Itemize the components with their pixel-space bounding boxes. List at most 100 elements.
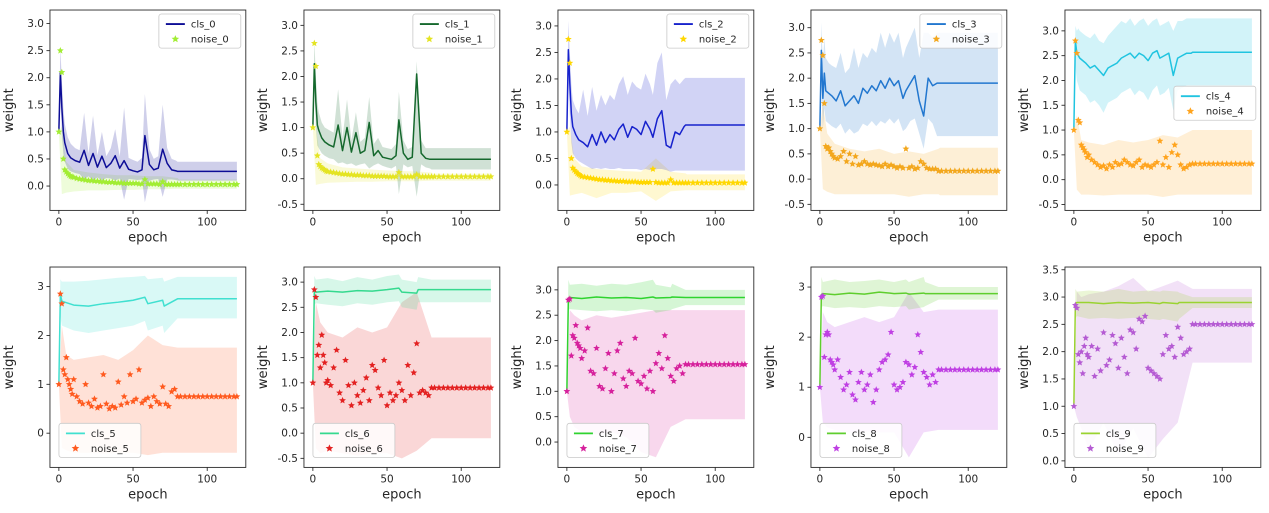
y-tick-label: 1.0 <box>281 377 298 389</box>
line-band <box>312 40 491 197</box>
legend-noise-label: noise_0 <box>191 35 229 46</box>
legend-noise-label: noise_3 <box>952 35 990 46</box>
y-tick-label: 3 <box>37 281 44 293</box>
x-tick-label: 100 <box>705 473 725 485</box>
y-tick-label: 0.5 <box>1042 149 1059 161</box>
cls-line <box>1073 40 1253 131</box>
y-tick-label: 0.5 <box>1042 428 1059 440</box>
x-tick-label: 50 <box>380 216 393 228</box>
line-band <box>566 279 745 392</box>
legend: cls_6 noise_6 <box>312 422 396 458</box>
y-tick-label: 1.5 <box>27 99 44 111</box>
y-tick-label: 0 <box>799 431 806 443</box>
y-tick-label: 2.0 <box>535 73 552 85</box>
x-axis-label: epoch <box>1143 230 1183 245</box>
y-tick-label: 2.5 <box>1042 50 1059 62</box>
legend: cls_4 noise_4 <box>1173 85 1257 121</box>
cls-line <box>58 71 237 173</box>
chart-canvas-cls_5: 0 1 2 3 0 50 100 epoch weight cls_5 noise_5 <box>2 266 247 502</box>
y-tick-label: 1.0 <box>535 126 552 138</box>
axes-spines <box>49 9 247 211</box>
x-axis-label: epoch <box>636 487 676 502</box>
y-tick-label: 0.0 <box>27 181 44 193</box>
y-tick-label: 2.5 <box>1042 318 1059 330</box>
legend-cls-label: cls_7 <box>599 428 624 439</box>
x-tick-label: 0 <box>309 473 316 485</box>
y-tick-label: 1.5 <box>1042 373 1059 385</box>
y-tick-label: 2.5 <box>281 45 298 57</box>
noise-band <box>58 126 237 195</box>
x-axis-label: epoch <box>890 487 930 502</box>
legend: cls_9 noise_9 <box>1073 422 1157 458</box>
legend: cls_0 noise_0 <box>158 13 242 49</box>
line-band <box>312 274 491 384</box>
noise-band <box>312 127 491 185</box>
plot-area <box>563 20 748 201</box>
y-tick-label: 2.0 <box>789 73 806 85</box>
y-tick-label: -0.5 <box>277 199 297 211</box>
y-tick-label: 1.0 <box>27 126 44 138</box>
chart-canvas-cls_0: 0.0 0.5 1.0 1.5 2.0 2.5 3.0 0 50 100 epoch weight cl… <box>2 9 247 245</box>
y-tick-label: 1.5 <box>1042 100 1059 112</box>
subplot-cls_0: 0.0 0.5 1.0 1.5 2.0 2.5 3.0 0 50 100 epoch weight cl… <box>0 0 254 257</box>
legend: cls_1 noise_1 <box>412 13 496 49</box>
x-axis-label: epoch <box>1143 487 1183 502</box>
subplot-cls_6: -0.5 0.0 0.5 1.0 1.5 2.0 2.5 3.0 0 50 100 epoch weig… <box>254 257 508 513</box>
noise-scatter <box>1070 301 1256 409</box>
y-tick-label: 2.5 <box>281 301 298 313</box>
x-tick-label: 100 <box>1212 473 1232 485</box>
plot-area <box>563 279 748 457</box>
subplot-cls_3: -0.5 0.0 0.5 1.0 1.5 2.0 2.5 3.0 0 50 100 epoch weig… <box>761 0 1015 257</box>
plot-area <box>1070 277 1256 458</box>
line-band <box>566 20 745 172</box>
y-axis-label: weight <box>2 345 17 389</box>
y-tick-label: 0.5 <box>535 153 552 165</box>
chart-canvas-cls_2: 0.0 0.5 1.0 1.5 2.0 2.5 3.0 0 50 100 epoch weight cl… <box>510 9 754 245</box>
y-tick-label: 0 <box>37 427 44 439</box>
legend: cls_5 noise_5 <box>58 422 142 458</box>
legend: cls_2 noise_2 <box>666 13 749 49</box>
axes-spines <box>303 9 501 211</box>
y-tick-label: 0.5 <box>789 148 806 160</box>
x-tick-label: 50 <box>380 473 393 485</box>
line-band <box>1074 18 1253 132</box>
plot-area <box>55 46 241 203</box>
y-tick-label: 0.0 <box>789 174 806 186</box>
y-tick-label: 3.0 <box>27 18 44 30</box>
y-tick-label: 1.0 <box>789 123 806 135</box>
chart-canvas-cls_1: -0.5 0.0 0.5 1.0 1.5 2.0 2.5 3.0 0 50 100 epoch weig… <box>256 9 501 245</box>
y-tick-label: 0.5 <box>535 411 552 423</box>
noise-band <box>820 291 999 457</box>
legend-cls-label: cls_6 <box>345 428 370 439</box>
axes-spines <box>810 9 1008 211</box>
y-tick-label: 1 <box>799 381 806 393</box>
noise-band <box>566 309 745 457</box>
legend-noise-label: noise_5 <box>91 443 129 454</box>
legend-noise-label: noise_8 <box>852 443 890 454</box>
plot-area <box>55 275 241 455</box>
x-axis-label: epoch <box>382 230 422 245</box>
y-axis-label: weight <box>256 88 271 132</box>
axes-spines <box>810 266 1008 468</box>
axes-spines <box>303 266 501 468</box>
y-tick-label: 2.5 <box>27 45 44 57</box>
y-tick-label: 2.0 <box>27 72 44 84</box>
x-tick-label: 100 <box>705 216 725 228</box>
cls-line <box>58 292 237 384</box>
x-tick-label: 100 <box>451 473 471 485</box>
y-axis-label: weight <box>1017 88 1032 132</box>
y-tick-label: 3.0 <box>281 276 298 288</box>
plot-area <box>309 39 495 197</box>
x-tick-label: 0 <box>1071 216 1078 228</box>
legend-noise-label: noise_1 <box>445 35 483 46</box>
y-tick-label: 3.0 <box>1042 25 1059 37</box>
x-tick-label: 50 <box>888 216 901 228</box>
noise-band <box>1074 277 1253 458</box>
y-tick-label: 2.0 <box>535 335 552 347</box>
line-band <box>58 47 237 203</box>
legend-cls-label: cls_3 <box>952 20 977 31</box>
x-tick-label: 0 <box>563 216 570 228</box>
y-tick-label: -0.5 <box>277 452 297 464</box>
subplot-cls_4: -0.5 0.0 0.5 1.0 1.5 2.0 2.5 3.0 0 50 100 epoch weig… <box>1015 0 1269 257</box>
